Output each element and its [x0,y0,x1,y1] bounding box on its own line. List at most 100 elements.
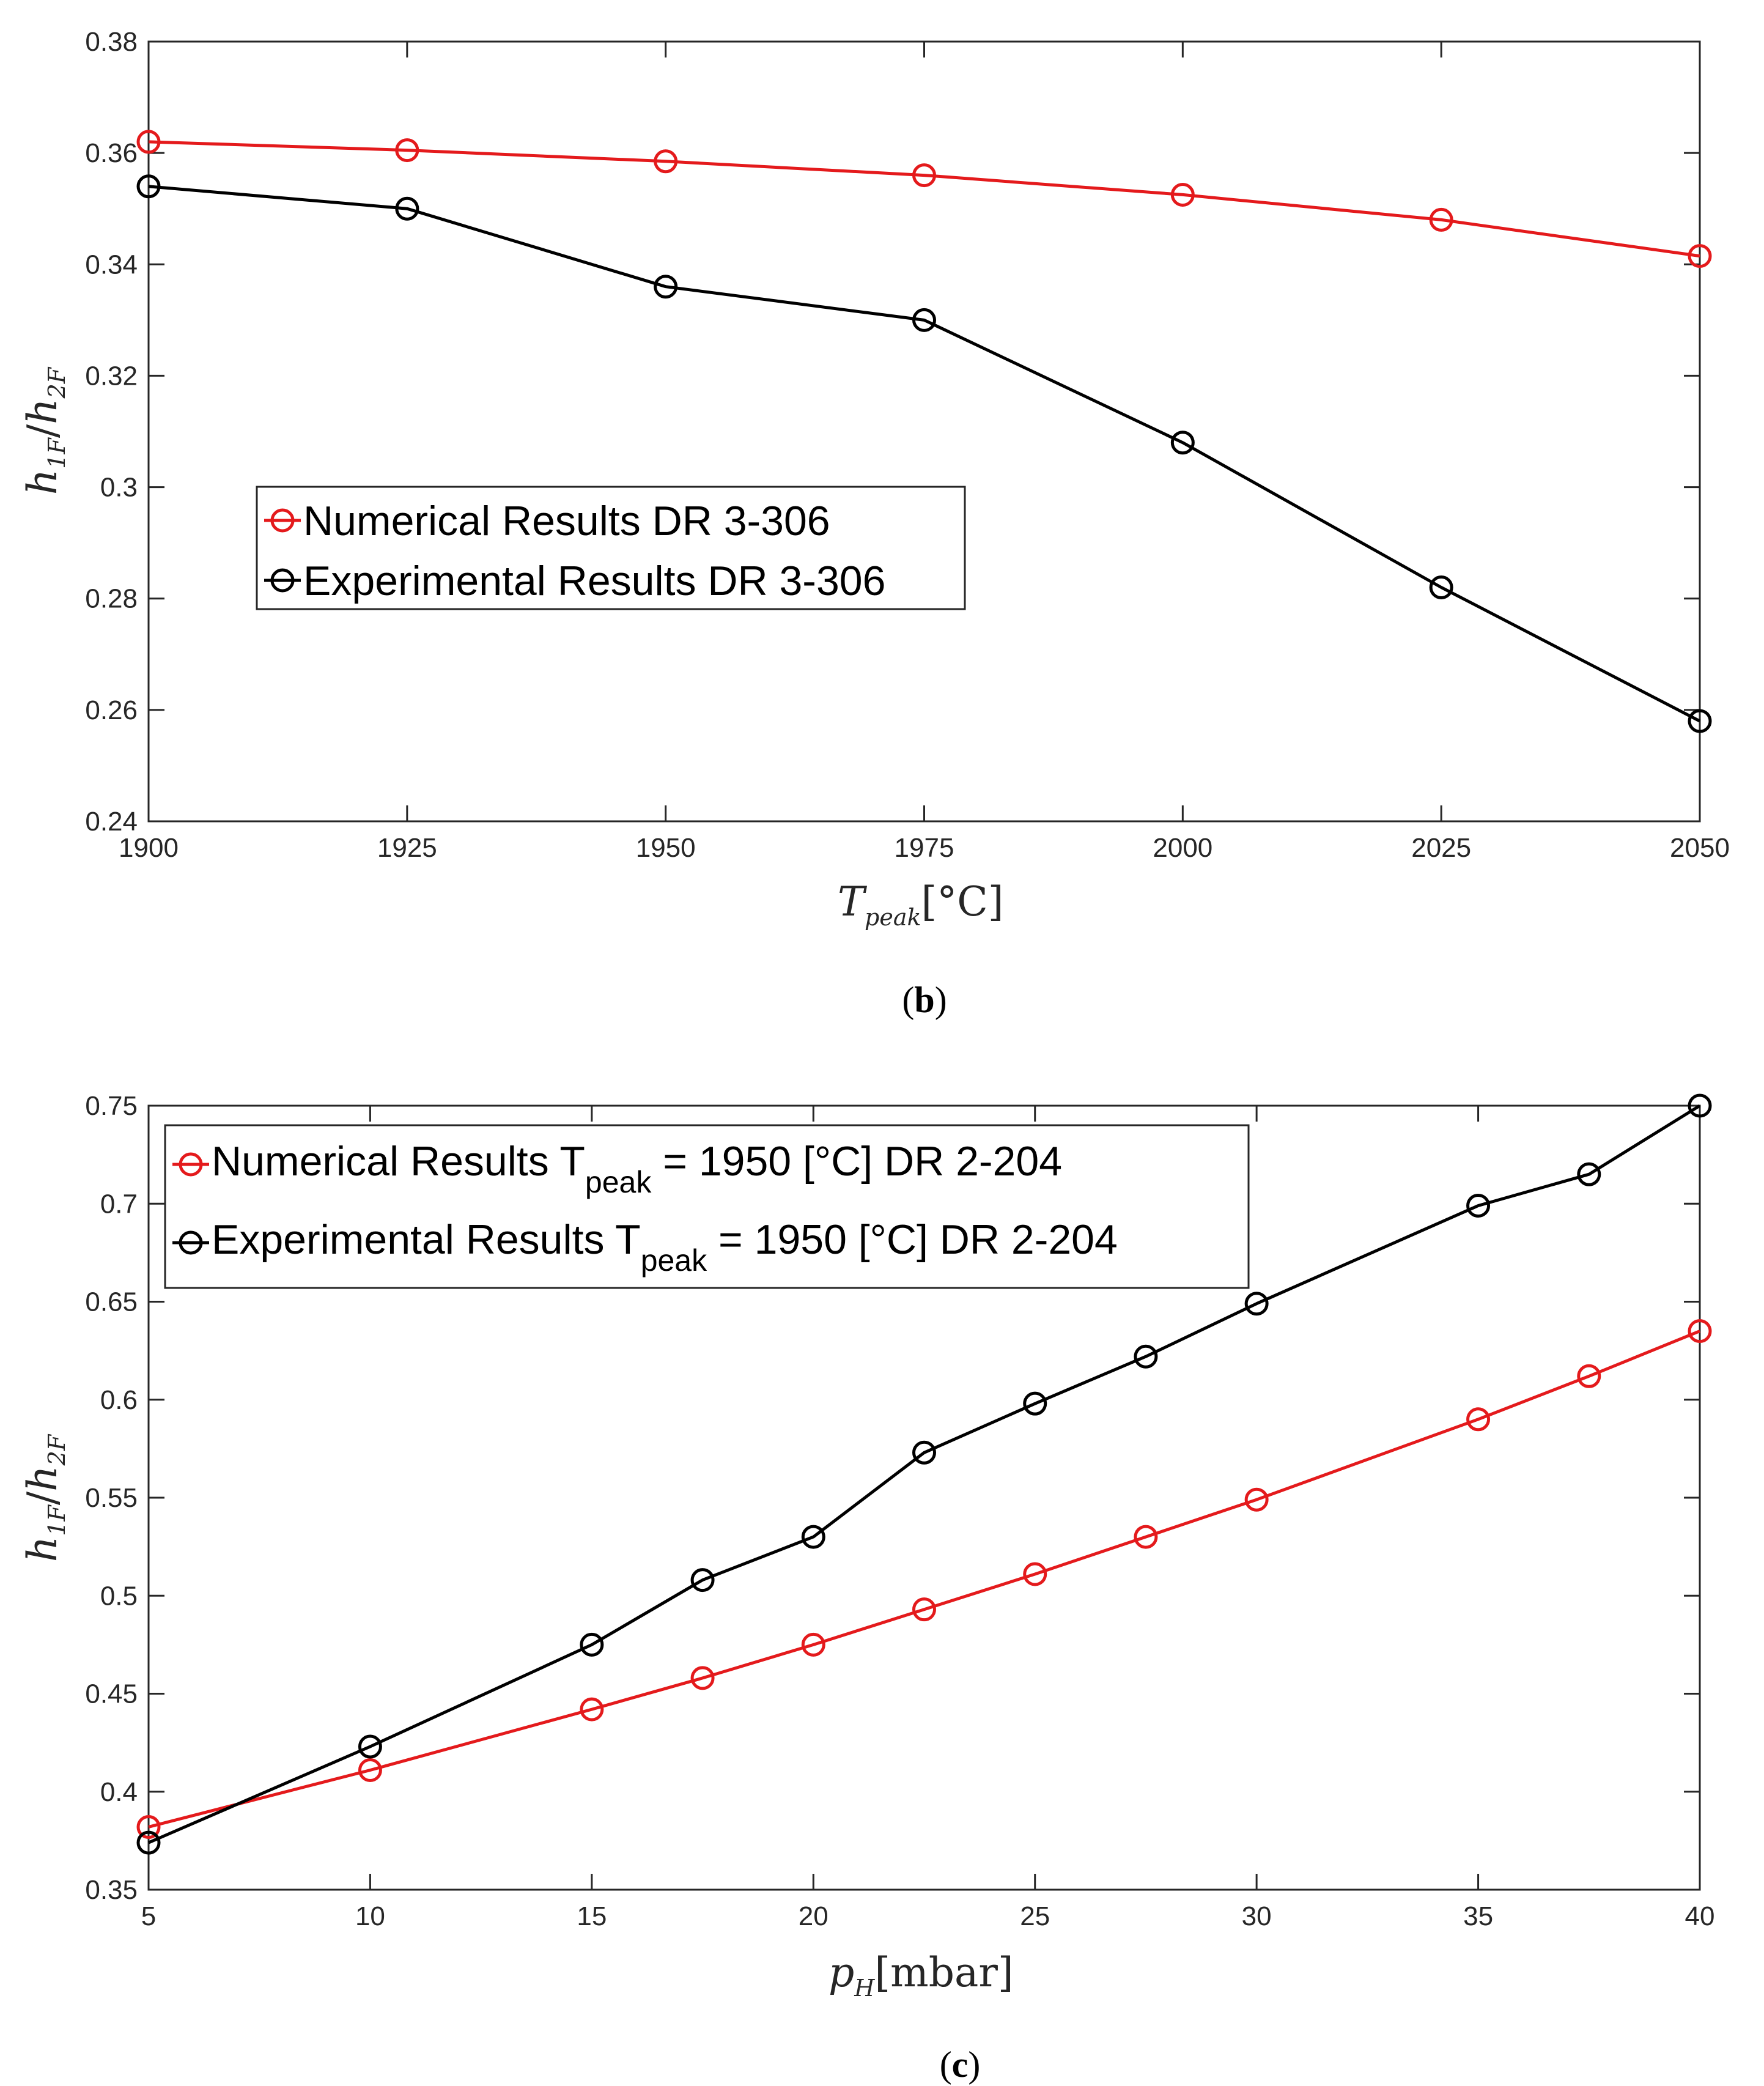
data-point-numerical-c [690,1666,715,1690]
data-point-experimental-c [801,1525,825,1549]
x-tick-label: 2000 [1153,833,1212,863]
x-tick-label: 1925 [377,833,437,863]
x-tick-label: 40 [1685,1901,1715,1931]
legend-c: Numerical Results Tpeak = 1950 [°C] DR 2… [164,1124,1250,1289]
data-point-experimental-b [136,174,161,199]
panel-label-c: (c) [940,2044,981,2085]
data-point-numerical-c [1688,1319,1712,1344]
y-tick-label: 0.34 [85,250,138,279]
data-point-experimental-b [1429,575,1453,599]
x-tick-label: 1950 [636,833,696,863]
x-tick-label: 20 [799,1901,828,1931]
data-point-numerical-b [654,149,678,174]
data-point-experimental-c [1688,1093,1712,1118]
y-tick-label: 0.28 [85,584,138,614]
data-point-numerical-b [1688,244,1712,268]
series-line-experimental-c [148,1104,1701,1844]
data-point-numerical-c [801,1632,825,1657]
y-tick-label: 0.45 [85,1679,138,1709]
x-tick-label: 35 [1463,1901,1493,1931]
x-tick-label: 10 [355,1901,385,1931]
tick-marks-b [147,40,1701,823]
data-point-experimental-c [358,1734,382,1759]
x-tick-label: 1900 [119,833,179,863]
data-point-numerical-c [1023,1562,1047,1586]
data-point-experimental-c [580,1632,604,1657]
data-point-numerical-c [136,1814,161,1839]
y-tick-label: 0.24 [85,807,138,837]
data-point-numerical-b [1170,182,1195,207]
y-tick-label: 0.38 [85,27,138,57]
tick-labels-c: 5 10 15 20 25 30 35 40 0.35 0.4 0.45 0.5 0.55 0.6 0.65… [85,1091,1714,1931]
y-tick-label: 0.32 [85,361,138,391]
data-point-experimental-c [690,1568,715,1592]
legend-label-experimental-c: Experimental Results Tpeak = 1950 [°C] D… [212,1216,1118,1278]
data-point-numerical-c [358,1758,382,1782]
panel-label-b: (b) [902,980,947,1020]
legend-marker-numerical-b [270,508,295,533]
y-tick-label: 0.7 [100,1189,138,1219]
x-tick-label: 1975 [895,833,954,863]
data-point-experimental-c [1134,1344,1158,1369]
legend-box-c [164,1124,1250,1289]
y-tick-label: 0.4 [100,1777,138,1807]
y-tick-label: 0.3 [100,473,138,503]
data-point-numerical-c [1466,1407,1491,1432]
data-point-numerical-b [912,163,936,188]
chart-b: 1900 1925 1950 1975 2000 2025 2050 0.24 0.26 0.28… [19,27,1730,1020]
tick-labels-b: 1900 1925 1950 1975 2000 2025 2050 0.24 0.26 0.28… [85,27,1730,863]
data-point-experimental-c [1577,1162,1601,1186]
plot-area-b [147,40,1701,823]
data-point-numerical-b [136,130,161,154]
data-point-experimental-c [1023,1391,1047,1416]
x-tick-label: 2025 [1411,833,1471,863]
data-point-numerical-c [1244,1487,1269,1512]
data-point-experimental-c [1244,1292,1269,1316]
legend-marker-numerical-c [179,1152,203,1177]
y-tick-label: 0.75 [85,1091,138,1121]
y-tick-label: 0.35 [85,1875,138,1905]
data-point-experimental-b [1688,709,1712,733]
series-line-numerical-c [148,1330,1700,1829]
chart-c: 5 10 15 20 25 30 35 40 0.35 0.4 0.45 0.5 0.55 0.6 0.65… [19,1091,1714,2085]
y-axis-label-b: h1F/h2F [19,366,70,495]
data-point-numerical-c [580,1697,604,1722]
legend-marker-experimental-b [270,568,295,593]
y-tick-label: 0.65 [85,1287,138,1317]
y-tick-label: 0.55 [85,1483,138,1513]
data-point-numerical-b [1429,207,1453,232]
x-axis-label-b: Tpeak[°C] [838,878,1004,931]
legend-marker-experimental-c [179,1230,203,1255]
legend-label-experimental-b: Experimental Results DR 3-306 [303,558,885,604]
series-b [136,130,1712,733]
legend-b: Numerical Results DR 3-306 Experimental … [256,486,966,610]
legend-box-b [256,486,966,610]
data-point-numerical-c [1577,1364,1601,1388]
series-c [136,1093,1712,1855]
x-tick-label: 25 [1020,1901,1050,1931]
data-point-numerical-c [912,1597,936,1622]
series-line-experimental-b [148,185,1701,723]
y-tick-label: 0.5 [100,1581,138,1611]
data-point-experimental-c [1466,1193,1491,1218]
x-axis-label-c: pH[mbar] [828,1949,1014,2002]
x-tick-label: 2050 [1670,833,1730,863]
y-tick-label: 0.6 [100,1385,138,1415]
y-tick-label: 0.26 [85,695,138,725]
legend-label-numerical-b: Numerical Results DR 3-306 [303,498,830,544]
data-point-experimental-b [912,308,936,332]
legend-label-numerical-c: Numerical Results Tpeak = 1950 [°C] DR 2… [212,1138,1062,1199]
data-point-experimental-b [1170,431,1195,455]
x-tick-label: 5 [141,1901,156,1931]
data-point-experimental-c [912,1440,936,1465]
data-point-experimental-b [395,196,419,221]
series-line-numerical-b [148,140,1700,258]
x-tick-label: 15 [577,1901,607,1931]
y-axis-label-c: h1F/h2F [19,1433,70,1562]
data-point-experimental-b [654,275,678,299]
data-point-numerical-b [395,138,419,163]
data-point-numerical-c [1134,1525,1158,1549]
y-tick-label: 0.36 [85,138,138,168]
x-tick-label: 30 [1242,1901,1272,1931]
